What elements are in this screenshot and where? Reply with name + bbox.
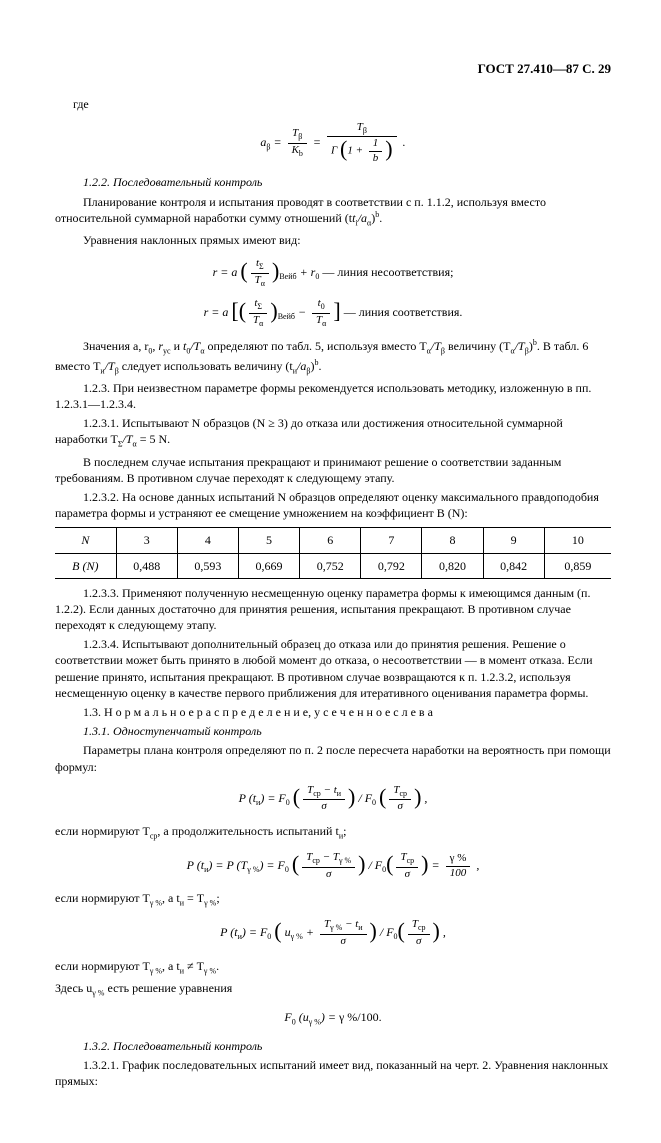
formula-p-tn-2: P (tи) = P (Tγ %) = F0 (Tср − Tγ %σ) / F… [55, 852, 611, 880]
text: , а t [162, 891, 180, 905]
cell: 0,842 [483, 553, 544, 578]
para-1-2-3-1: 1.2.3.1. Испытывают N образцов (N ≥ 3) д… [55, 415, 611, 450]
cell: 3 [116, 528, 177, 553]
text: Планирование контроля и испытания провод… [55, 195, 546, 225]
cell: 0,752 [300, 553, 361, 578]
cell: 10 [544, 528, 611, 553]
para-1-2-3-4: 1.2.3.4. Испытывают дополнительный образ… [55, 636, 611, 701]
text: , а t [162, 959, 180, 973]
bn-table: N 3 4 5 6 7 8 9 10 B (N) 0,488 0,593 0,6… [55, 527, 611, 578]
text: если нормируют T [55, 959, 150, 973]
para-values: Значения a, r0, rус и t0/Tα определяют п… [55, 338, 611, 376]
cell: 5 [238, 528, 299, 553]
text: если нормируют T [55, 824, 150, 838]
cell: 4 [177, 528, 238, 553]
cell: 0,593 [177, 553, 238, 578]
cell: N [55, 528, 116, 553]
page: ГОСТ 27.410—87 С. 29 где aβ = TβKb = TβΓ… [0, 0, 661, 1143]
text: Здесь u [55, 981, 92, 995]
cell: 7 [361, 528, 422, 553]
formula-r-nesoot: r = a (tΣTα)Вейб + r0 — линия несоответс… [55, 258, 611, 288]
table-row: B (N) 0,488 0,593 0,669 0,752 0,792 0,82… [55, 553, 611, 578]
para-norm3: если нормируют Tγ %, а tи ≠ Tγ %. [55, 958, 611, 977]
cell: 0,488 [116, 553, 177, 578]
para-norm1: если нормируют Tср, а продолжительность … [55, 823, 611, 842]
formula-p-tn-1: P (tи) = F0 (Tср − tиσ) / F0 (Tсрσ) , [55, 785, 611, 813]
table-row: N 3 4 5 6 7 8 9 10 [55, 528, 611, 553]
cell: 0,820 [422, 553, 483, 578]
page-header: ГОСТ 27.410—87 С. 29 [55, 60, 611, 78]
text: ≠ T [184, 959, 204, 973]
formula-a-beta: aβ = TβKb = TβΓ (1 + 1b) . [55, 122, 611, 165]
para-norm2: если нормируют Tγ %, а tи = Tγ %; [55, 890, 611, 909]
para-1-2-3-2: 1.2.3.2. На основе данных испытаний N об… [55, 489, 611, 521]
heading-1-3: 1.3. Н о р м а л ь н о е р а с п р е д е… [55, 704, 611, 720]
text: есть решение уравнения [104, 981, 232, 995]
para-1-2-3: 1.2.3. При неизвестном параметре формы р… [55, 380, 611, 412]
heading-1-3-2: 1.3.2. Последовательный контроль [55, 1038, 611, 1054]
para-zdes: Здесь uγ % есть решение уравнения [55, 980, 611, 999]
label: — линия соответствия. [344, 305, 463, 319]
cell: 8 [422, 528, 483, 553]
formula-f0-u: F0 (uγ %) = γ %/100. [55, 1009, 611, 1028]
formula-r-soot: r = a [(tΣTα)Вейб − t0Tα] — линия соотве… [55, 298, 611, 328]
para-last-case: В последнем случае испытания прекращают … [55, 454, 611, 486]
cell: 0,669 [238, 553, 299, 578]
heading-1-3-1: 1.3.1. Одноступенчатый контроль [55, 723, 611, 739]
para-1-3-1-intro: Параметры плана контроля определяют по п… [55, 742, 611, 774]
cell: B (N) [55, 553, 116, 578]
text: следует использовать величину (t [119, 359, 293, 373]
para-1-2-2-eq: Уравнения наклонных прямых имеют вид: [55, 232, 611, 248]
cell: 0,792 [361, 553, 422, 578]
cell: 6 [300, 528, 361, 553]
para-1-2-2-plan: Планирование контроля и испытания провод… [55, 194, 611, 229]
text: определяют по табл. 5, используя вместо … [205, 339, 427, 353]
where-label: где [73, 96, 611, 112]
formula-p-tn-3: P (tи) = F0 ( uγ % + Tγ % − tиσ) / F0(Tс… [55, 919, 611, 947]
cell: 9 [483, 528, 544, 553]
heading-1-2-2: 1.2.2. Последовательный контроль [55, 174, 611, 190]
text: если нормируют T [55, 891, 150, 905]
para-1-3-2-1: 1.3.2.1. График последовательных испытан… [55, 1057, 611, 1089]
text: = 5 N. [137, 432, 170, 446]
text: величину (T [445, 339, 511, 353]
text: , а продолжительность испытаний t [157, 824, 338, 838]
text: Значения a, r [83, 339, 148, 353]
label: — линия несоответствия; [322, 265, 453, 279]
para-1-2-3-3: 1.2.3.3. Применяют полученную несмещенну… [55, 585, 611, 634]
text: = T [184, 891, 204, 905]
cell: 0,859 [544, 553, 611, 578]
